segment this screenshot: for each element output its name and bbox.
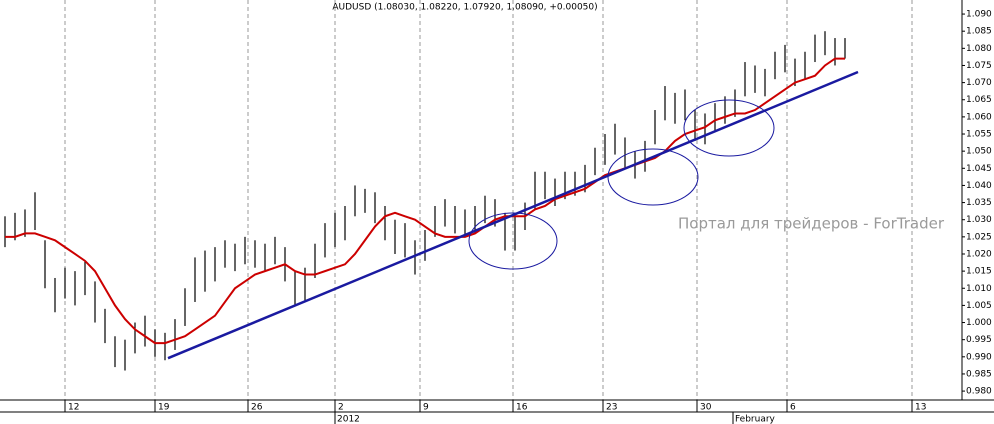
y-tick-label: 1.060 xyxy=(966,112,992,122)
y-tick-label: 1.085 xyxy=(966,27,992,37)
y-tick-label: 1.070 xyxy=(966,78,992,88)
highlight-ellipse xyxy=(607,148,699,206)
grid xyxy=(64,0,913,400)
highlight-ellipse xyxy=(683,99,775,157)
price-bars xyxy=(4,31,859,371)
x-tick-label: 23 xyxy=(606,403,617,413)
y-tick-label: 1.015 xyxy=(966,267,992,277)
x-tick-label: 30 xyxy=(700,403,712,413)
y-tick-label: 1.000 xyxy=(966,318,992,328)
y-tick-label: 1.020 xyxy=(966,249,992,259)
y-tick-label: 1.075 xyxy=(966,61,992,71)
y-tick-label: 0.995 xyxy=(966,335,992,345)
y-tick-label: 0.985 xyxy=(966,369,992,379)
y-tick-label: 1.005 xyxy=(966,301,992,311)
y-tick-label: 1.010 xyxy=(966,284,992,294)
price-axis-panel xyxy=(962,0,994,424)
y-tick-label: 1.090 xyxy=(966,10,992,20)
period-label: February xyxy=(735,415,776,424)
y-tick-label: 1.050 xyxy=(966,147,992,157)
y-tick-label: 1.080 xyxy=(966,44,992,54)
y-tick-label: 1.065 xyxy=(966,95,992,105)
y-tick-label: 0.990 xyxy=(966,352,992,362)
x-tick-label: 9 xyxy=(423,403,429,413)
y-tick-label: 1.025 xyxy=(966,232,992,242)
x-tick-label: 26 xyxy=(251,403,263,413)
y-tick-label: 0.980 xyxy=(966,387,992,397)
y-tick-label: 1.035 xyxy=(966,198,992,208)
x-tick-label: 19 xyxy=(158,403,170,413)
chart-title: AUDUSD (1.08030, 1.08220, 1.07920, 1.080… xyxy=(332,3,597,13)
x-tick-label: 13 xyxy=(915,403,926,413)
y-tick-label: 1.055 xyxy=(966,130,992,140)
watermark: Портал для трейдеров - ForTrader xyxy=(678,215,945,233)
x-tick-label: 12 xyxy=(68,403,79,413)
x-tick-label: 6 xyxy=(790,403,796,413)
y-tick-label: 1.030 xyxy=(966,215,992,225)
axes: 0.980 0.985 0.990 0.995 1.000 1.005 1.010 1.015… xyxy=(64,10,992,424)
moving-average xyxy=(5,57,845,345)
y-tick-label: 1.040 xyxy=(966,181,992,191)
x-tick-label: 2 xyxy=(338,403,344,413)
trend-line xyxy=(167,70,859,360)
x-tick-label: 16 xyxy=(516,403,528,413)
y-tick-label: 1.045 xyxy=(966,164,992,174)
period-label: 2012 xyxy=(337,415,360,424)
highlight-ellipse xyxy=(468,212,558,270)
